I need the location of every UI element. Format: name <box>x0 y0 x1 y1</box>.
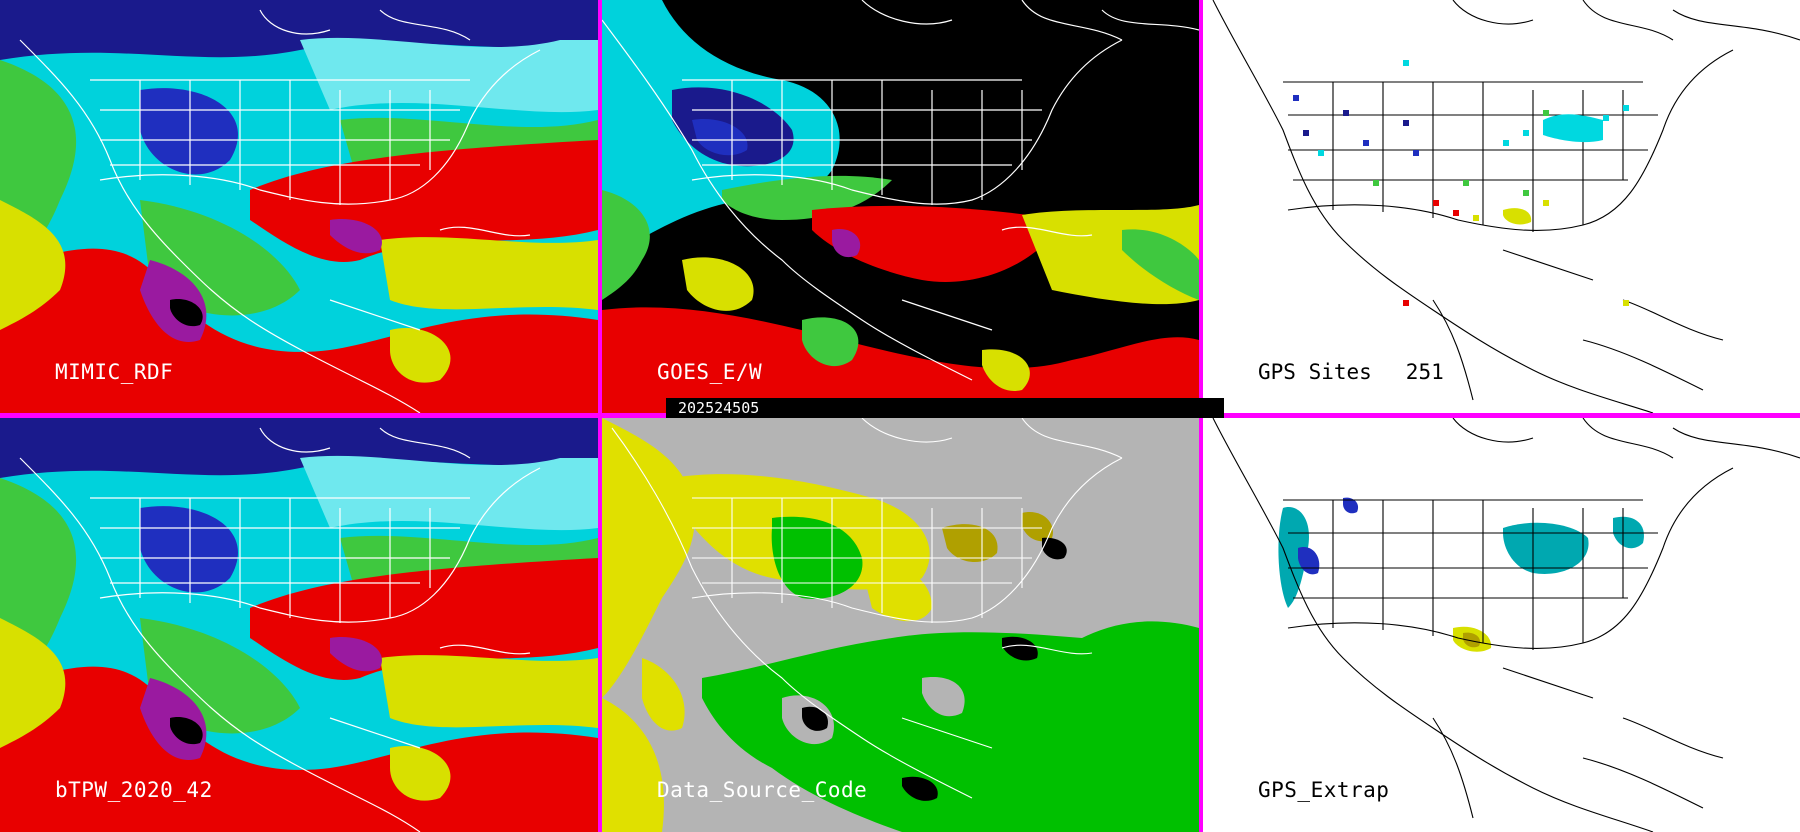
gps-site-markers <box>1293 60 1629 306</box>
map-mimic-rdf <box>0 0 598 413</box>
panel-label: bTPW_2020_42 <box>55 778 213 802</box>
panel-gps-extrap: GPS_Extrap <box>1203 418 1800 832</box>
map-gps-extrap <box>1203 418 1800 832</box>
timestamp-bar: 202524505 <box>666 398 1224 418</box>
panel-label: Data_Source_Code <box>657 778 868 802</box>
panel-mimic-rdf: MIMIC_RDF <box>0 0 598 413</box>
gps-site-count: 251 <box>1405 360 1444 384</box>
map-btpw <box>0 418 598 832</box>
map-goes-ew <box>602 0 1199 413</box>
panel-goes-ew: GOES_E/W <box>602 0 1199 413</box>
panel-label: GPS_Extrap <box>1258 778 1390 802</box>
map-gps-sites <box>1203 0 1800 413</box>
gps-sites-label: GPS Sites 251 <box>1258 360 1444 384</box>
panel-label: GPS Sites <box>1258 360 1372 384</box>
panel-btpw: bTPW_2020_42 <box>0 418 598 832</box>
panel-data-source-code: Data_Source_Code <box>602 418 1199 832</box>
map-data-source-code <box>602 418 1199 832</box>
timestamp: 202524505 <box>678 399 760 417</box>
panel-label: GOES_E/W <box>657 360 763 384</box>
panel-label: MIMIC_RDF <box>55 360 174 384</box>
panel-gps-sites: GPS Sites 251 <box>1203 0 1800 413</box>
